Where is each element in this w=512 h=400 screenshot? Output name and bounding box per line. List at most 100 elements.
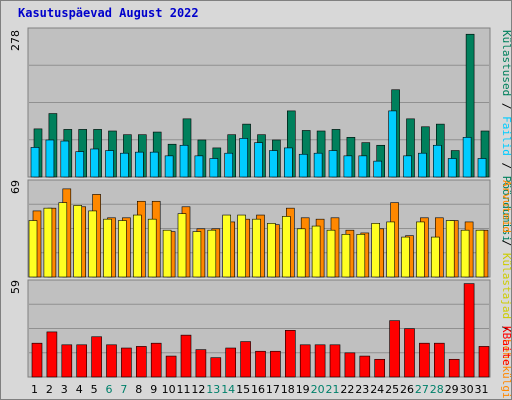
bar-kbytes-day-8: [136, 346, 147, 378]
bar-kbytes-day-11: [180, 334, 192, 378]
x-tick-label: 14: [221, 383, 235, 396]
middle-side-legend: Arvuteid / Külastajad / Lehekülgi: [500, 180, 512, 399]
middle-ymax-label: 69: [9, 180, 22, 194]
bar-visitors-day-27: [416, 221, 425, 278]
x-tick-label: 11: [177, 383, 191, 396]
x-tick-label: 8: [135, 383, 142, 396]
x-tick-label: 19: [296, 383, 310, 396]
bar-kbytes-day-29: [448, 358, 460, 378]
bar-files-day-30: [462, 137, 472, 178]
bar-visitors-day-17: [267, 223, 276, 278]
bottom-side-legend: KBaite: [500, 326, 512, 366]
bar-kbytes-day-21: [329, 344, 341, 378]
x-tick-label: 25: [385, 383, 399, 396]
x-tick-label: 3: [61, 383, 68, 396]
x-tick-label: 12: [191, 383, 205, 396]
bar-kbytes-day-12: [195, 349, 207, 378]
x-tick-label: 15: [236, 383, 250, 396]
x-tick-label: 4: [76, 383, 83, 396]
x-tick-label: 28: [430, 383, 444, 396]
bar-visitors-day-3: [58, 202, 68, 278]
bar-files-day-28: [432, 144, 442, 178]
bar-files-day-26: [403, 155, 412, 178]
bar-files-day-19: [298, 153, 308, 178]
bar-files-day-21: [328, 150, 338, 178]
bar-files-day-18: [283, 147, 293, 178]
x-tick-label: 13: [206, 383, 220, 396]
legend-visits: Külastused: [500, 30, 512, 96]
bar-kbytes-day-13: [210, 357, 222, 378]
bar-kbytes-day-9: [150, 342, 162, 378]
bar-files-day-16: [254, 142, 263, 178]
x-tick-label: 6: [106, 383, 113, 396]
legend-files: Failid: [500, 116, 512, 156]
x-tick-label: 21: [326, 383, 340, 396]
bar-kbytes-day-15: [240, 341, 251, 378]
bar-visitors-day-12: [192, 231, 202, 278]
bar-visitors-day-31: [475, 229, 485, 278]
x-tick-label: 5: [91, 383, 98, 396]
x-tick-label: 29: [445, 383, 459, 396]
bar-kbytes-day-20: [314, 344, 326, 378]
bar-visitors-day-23: [356, 234, 366, 278]
bar-files-day-25: [388, 110, 397, 178]
legend-visitors: Külastajad: [500, 253, 512, 319]
bar-kbytes-day-31: [478, 346, 490, 378]
bar-files-day-23: [358, 155, 368, 178]
bar-visitors-day-30: [460, 229, 470, 278]
bar-files-day-2: [45, 139, 55, 178]
bar-visitors-day-16: [252, 218, 261, 278]
bar-visitors-day-28: [430, 236, 440, 278]
bar-kbytes-day-10: [165, 355, 177, 378]
bar-files-day-14: [224, 152, 233, 178]
bar-kbytes-day-3: [61, 344, 73, 378]
bar-files-day-24: [373, 160, 383, 178]
bar-visitors-day-20: [311, 225, 321, 278]
bar-files-day-7: [120, 152, 129, 178]
bar-kbytes-day-23: [359, 355, 371, 378]
bar-visitors-day-26: [401, 236, 410, 278]
bar-kbytes-day-22: [344, 352, 356, 378]
bar-visitors-day-13: [207, 229, 217, 278]
x-tick-label: 10: [162, 383, 176, 396]
x-tick-label: 30: [460, 383, 474, 396]
bar-files-day-29: [447, 158, 457, 178]
bar-visitors-day-15: [237, 214, 246, 278]
bar-visitors-day-25: [386, 221, 395, 278]
bar-files-day-9: [149, 151, 159, 178]
bar-visitors-day-10: [162, 229, 172, 278]
legend-sep-2: /: [500, 156, 512, 176]
x-tick-label: 31: [475, 383, 489, 396]
bar-files-day-17: [269, 150, 278, 178]
bar-files-day-10: [164, 155, 174, 178]
bar-files-day-27: [418, 152, 427, 178]
bar-kbytes-day-1: [31, 342, 43, 378]
bar-kbytes-day-26: [404, 328, 415, 378]
bar-kbytes-day-2: [46, 331, 58, 378]
bar-visitors-day-24: [371, 223, 381, 278]
bar-kbytes-day-4: [76, 344, 87, 378]
bar-visitors-day-22: [341, 234, 351, 278]
bar-files-day-31: [477, 158, 487, 178]
bar-kbytes-day-18: [284, 330, 296, 378]
bar-visitors-day-6: [103, 218, 112, 278]
legend-requests: Pöördumisi: [500, 176, 512, 242]
bar-visitors-day-19: [296, 228, 306, 278]
bar-kbytes-day-17: [270, 350, 281, 378]
x-tick-label: 24: [370, 383, 384, 396]
bar-visitors-day-1: [28, 220, 38, 278]
bar-kbytes-day-7: [121, 347, 132, 378]
bar-visitors-day-4: [73, 205, 82, 278]
x-tick-label: 18: [281, 383, 295, 396]
bar-visitors-day-7: [118, 220, 127, 278]
chart-title: Kasutuspäevad August 2022: [18, 6, 199, 20]
bottom-ymax-label: 59: [9, 280, 22, 294]
x-tick-label: 9: [150, 383, 157, 396]
bar-visitors-day-21: [326, 229, 336, 278]
bar-visitors-day-18: [281, 216, 291, 278]
bar-kbytes-day-16: [255, 350, 266, 378]
legend-computers: Arvuteid: [500, 180, 512, 233]
bar-kbytes-day-14: [225, 347, 236, 378]
x-tick-label: 23: [355, 383, 369, 396]
